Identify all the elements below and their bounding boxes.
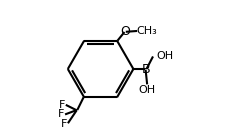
Text: F: F: [59, 100, 65, 110]
Text: F: F: [58, 109, 64, 120]
Text: CH₃: CH₃: [137, 26, 157, 36]
Text: O: O: [120, 25, 130, 38]
Text: OH: OH: [156, 51, 173, 61]
Text: B: B: [141, 63, 150, 75]
Text: F: F: [61, 119, 67, 129]
Text: OH: OH: [139, 85, 156, 95]
